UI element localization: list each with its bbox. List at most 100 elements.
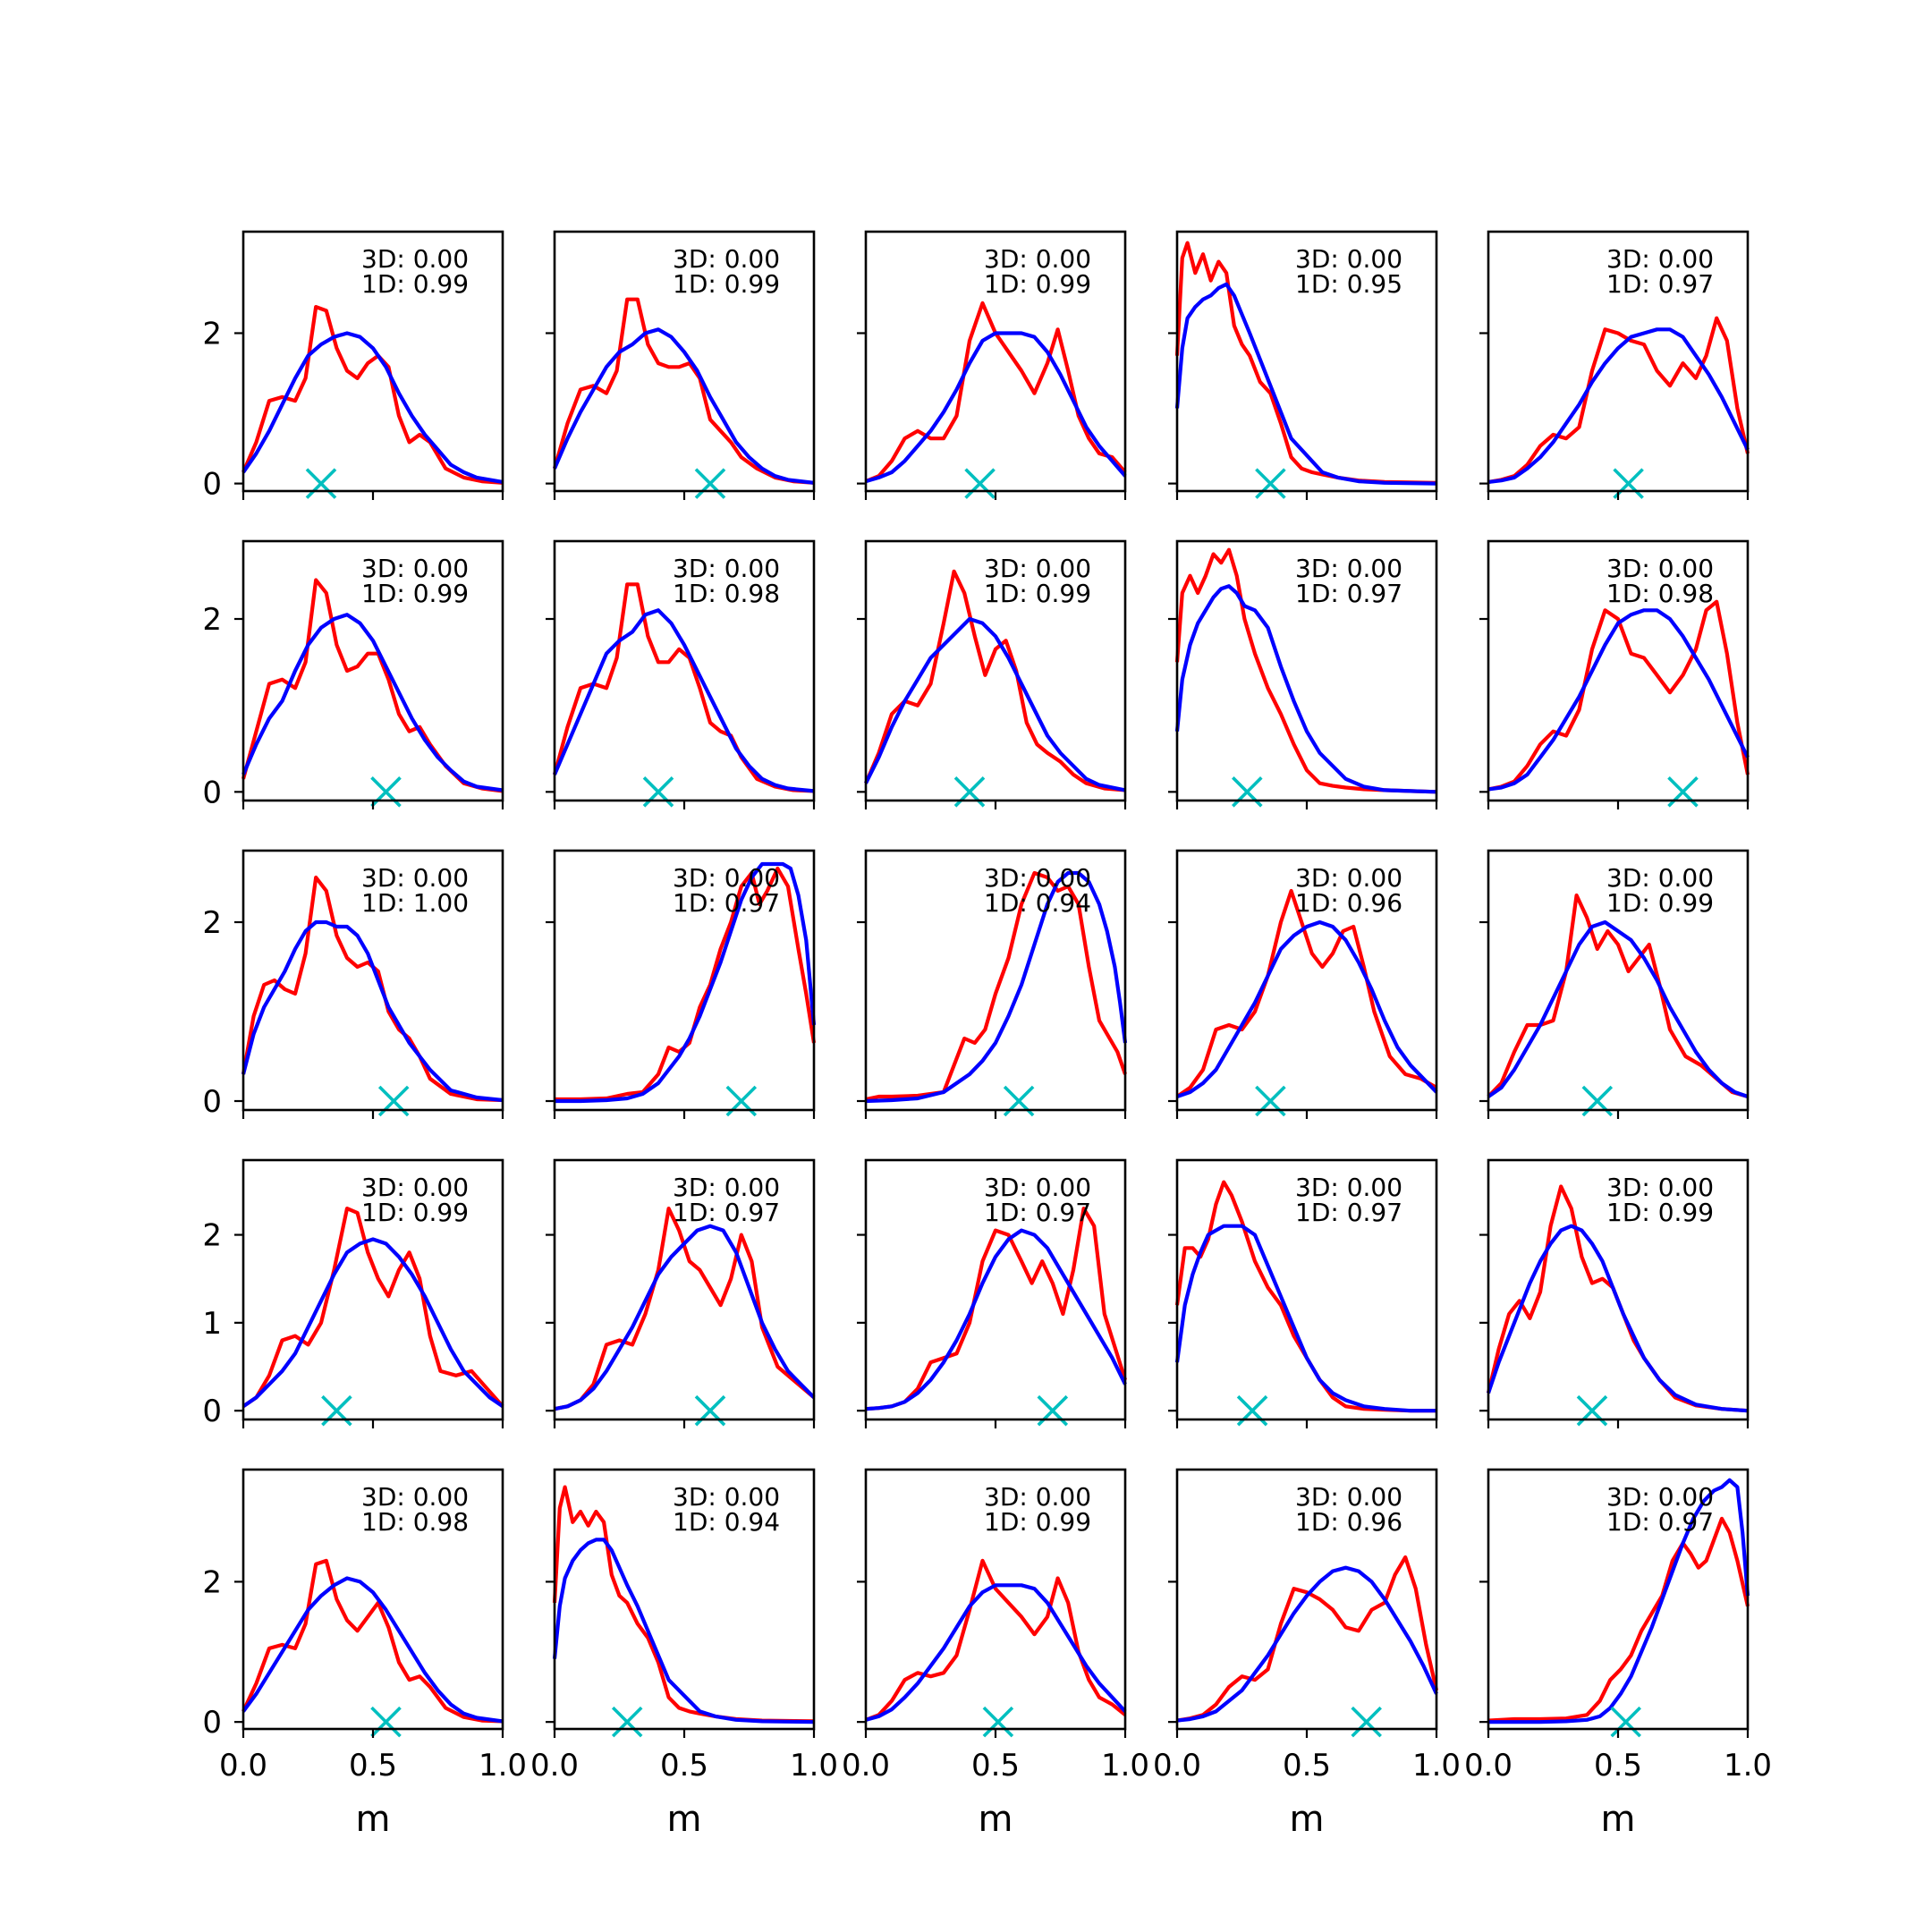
panel-r3c4-annotation-3d: 3D: 0.00 [1606,1173,1714,1202]
panel-r4c4-x-axis-label: m [1601,1799,1636,1840]
panel-r0c2-blue-series-line [865,331,1127,484]
panel-r4c2-x-tick-label: 1.0 [1101,1748,1149,1784]
panel-r3c1-blue-series-line [554,1224,816,1411]
panel-r4c3-x-axis-label: m [1290,1799,1325,1840]
panel-r3c0-red-series-line [242,1206,504,1409]
panel-r4c4-x-tick-label: 0.0 [1464,1748,1513,1784]
panel-r0c4-red-series-line [1487,316,1750,484]
panel-r4c4-x-tick-label: 1.0 [1724,1748,1772,1784]
panel-r4c2-x-marker [982,1706,1014,1738]
panel-r4c4-blue-series-line [1488,1478,1750,1724]
panel-r4c0-annotation-3d: 3D: 0.00 [361,1482,469,1512]
panel-r3c2-annotation-3d: 3D: 0.00 [984,1173,1091,1202]
panel-r2c0-annotation-1d: 1D: 1.00 [361,888,469,918]
panel-r0c0-blue-series-line [242,331,504,484]
panel-r2c1-blue-series-line [555,861,817,1104]
panel-r4c4-x-marker [1610,1706,1641,1738]
panel-r0c2-x-marker [964,468,996,499]
panel-r3c1-annotation-1d: 1D: 0.97 [673,1198,780,1227]
panel-r4c2-annotation-3d: 3D: 0.00 [984,1482,1091,1512]
panel-r4c0-y-tick-label: 0 [202,1705,222,1741]
panel-r1c2-red-series-line [864,569,1126,792]
panel-r4c3-annotation-3d: 3D: 0.00 [1295,1482,1402,1512]
panel-r1c4-blue-series-line [1487,608,1750,792]
panel-r1c4-annotation-1d: 1D: 0.98 [1606,579,1714,608]
panel-r3c2-x-marker [1037,1394,1069,1427]
panel-r1c4-x-marker [1667,776,1699,808]
panel-r3c3-blue-series-line [1174,1224,1436,1413]
panel-r3c3-x-marker [1236,1394,1268,1427]
panel-r4c3-annotation-1d: 1D: 0.96 [1295,1507,1402,1537]
panel-r3c0-y-tick-label: 2 [202,1218,222,1254]
panel-r0c3-annotation-3d: 3D: 0.00 [1295,244,1402,274]
panel-r2c0-annotation-3d: 3D: 0.00 [361,863,469,893]
panel-r3c3-annotation-3d: 3D: 0.00 [1295,1173,1402,1202]
panel-r1c2-annotation-3d: 3D: 0.00 [984,554,1091,583]
panel-r0c3-blue-series-line [1174,282,1437,486]
panel-r3c0-annotation-3d: 3D: 0.00 [361,1173,469,1202]
panel-r0c3-annotation-1d: 1D: 0.95 [1295,269,1402,299]
panel-r0c0-x-marker [305,468,337,499]
panel-r2c0-red-series-line [241,875,504,1103]
panel-r2c2-blue-series-line [865,870,1128,1104]
panel-r3c1-red-series-line [554,1206,816,1411]
panel-r3c0-x-marker [321,1394,352,1427]
panel-r4c2-blue-series-line [865,1583,1127,1722]
panel-r0c0-y-tick-label: 2 [202,316,222,352]
panel-r1c0-y-tick-label: 0 [202,775,222,810]
panel-r3c2-red-series-line [865,1206,1128,1411]
panel-r3c2-annotation-1d: 1D: 0.97 [984,1198,1091,1227]
panel-r4c1-annotation-3d: 3D: 0.00 [673,1482,780,1512]
panel-r3c0-blue-series-line [242,1237,504,1409]
panel-r1c0-blue-series-line [242,613,504,792]
panel-r4c0-red-series-line [242,1558,504,1724]
panel-r4c0-x-axis-label: m [356,1799,391,1840]
panel-r4c2-x-axis-label: m [979,1799,1013,1840]
panel-r2c2-annotation-1d: 1D: 0.94 [984,888,1091,918]
panel-r4c1-x-axis-label: m [667,1799,702,1840]
panel-r1c0-annotation-1d: 1D: 0.99 [361,579,469,608]
panel-r2c4-annotation-3d: 3D: 0.00 [1606,863,1714,893]
panel-r0c1-red-series-line [552,297,815,485]
panel-r4c4-annotation-3d: 3D: 0.00 [1606,1482,1714,1512]
panel-r2c0-y-tick-label: 2 [202,905,222,941]
panel-r4c2-red-series-line [865,1558,1127,1722]
panel-r4c3-x-tick-label: 0.5 [1283,1748,1331,1784]
panel-r1c3-annotation-1d: 1D: 0.97 [1295,579,1402,608]
panel-r4c0-x-tick-label: 0.0 [219,1748,267,1784]
panel-r1c3-annotation-3d: 3D: 0.00 [1295,554,1402,583]
panel-r1c2-annotation-1d: 1D: 0.99 [984,579,1091,608]
panel-r1c1-annotation-3d: 3D: 0.00 [673,554,780,583]
panel-r2c3-blue-series-line [1176,919,1438,1098]
panel-r2c1-annotation-1d: 1D: 0.97 [673,888,780,918]
panel-r4c1-x-tick-label: 0.0 [530,1748,579,1784]
panel-r1c2-x-marker [953,776,986,808]
panel-r3c3-annotation-1d: 1D: 0.97 [1295,1198,1402,1227]
panel-r2c3-annotation-3d: 3D: 0.00 [1295,863,1402,893]
panel-r4c3-x-marker [1351,1706,1382,1738]
panel-r0c2-red-series-line [865,301,1127,484]
panel-r1c3-blue-series-line [1174,584,1437,794]
panel-r2c0-y-tick-label: 0 [202,1084,222,1120]
panel-r3c2-blue-series-line [865,1228,1127,1411]
panel-r3c4-blue-series-line [1487,1224,1749,1413]
panel-r4c3-x-tick-label: 0.0 [1153,1748,1201,1784]
panel-r0c0-annotation-3d: 3D: 0.00 [361,244,469,274]
